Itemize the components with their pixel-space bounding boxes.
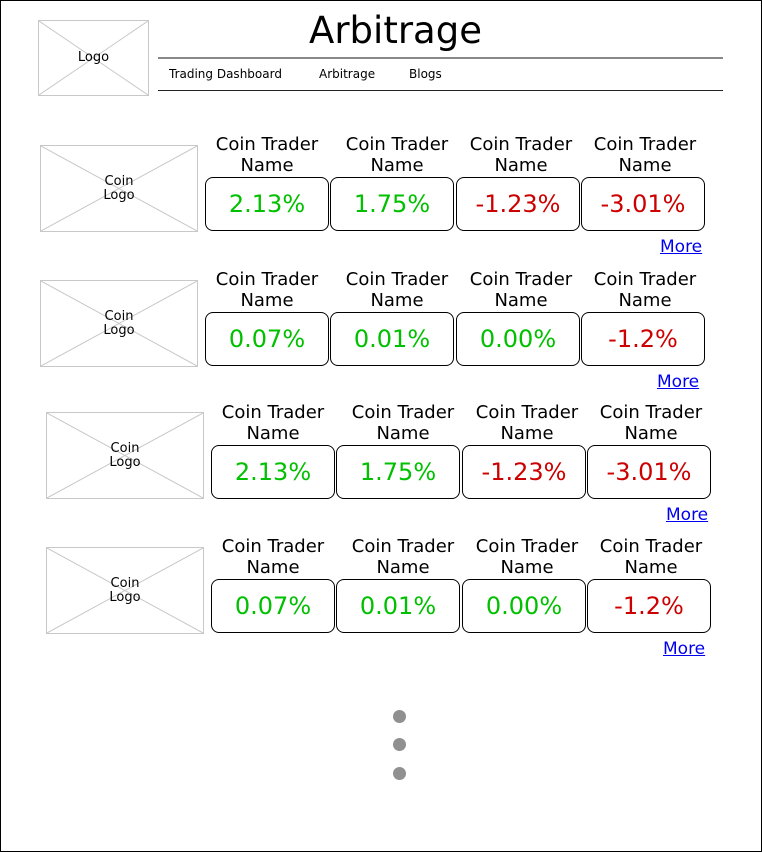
trader-name: Coin Trader Name xyxy=(469,269,573,311)
arbitrage-percentage[interactable]: 0.07% xyxy=(205,312,329,366)
page-title: Arbitrage xyxy=(309,9,482,52)
trader-name: Coin Trader Name xyxy=(221,536,325,578)
header-divider-bottom xyxy=(158,90,723,91)
coin-logo-label: Coin Logo xyxy=(103,308,135,338)
coin-logo-label: Coin Logo xyxy=(109,575,141,605)
arbitrage-percentage[interactable]: 0.00% xyxy=(456,312,580,366)
coin-logo: Coin Logo xyxy=(46,547,204,634)
trader-name: Coin Trader Name xyxy=(351,402,455,444)
arbitrage-percentage[interactable]: 0.00% xyxy=(462,579,586,633)
trader-name: Coin Trader Name xyxy=(593,134,697,176)
trader-name: Coin Trader Name xyxy=(215,134,319,176)
more-link[interactable]: More xyxy=(657,372,700,392)
site-logo-label: Logo xyxy=(77,50,110,65)
arbitrage-percentage[interactable]: -1.2% xyxy=(587,579,711,633)
site-logo[interactable]: Logo xyxy=(38,20,149,96)
more-link[interactable]: More xyxy=(660,237,703,257)
coin-logo: Coin Logo xyxy=(40,145,198,232)
arbitrage-percentage[interactable]: 1.75% xyxy=(336,445,460,499)
coin-logo: Coin Logo xyxy=(46,412,204,499)
arbitrage-percentage[interactable]: 0.01% xyxy=(336,579,460,633)
trader-name: Coin Trader Name xyxy=(345,134,449,176)
trader-name: Coin Trader Name xyxy=(469,134,573,176)
coin-logo-label: Coin Logo xyxy=(103,173,135,203)
more-link[interactable]: More xyxy=(666,505,709,525)
arbitrage-percentage[interactable]: -1.23% xyxy=(462,445,586,499)
ellipsis-dot xyxy=(393,738,406,751)
nav-item-trading-dashboard[interactable]: Trading Dashboard xyxy=(169,67,282,81)
arbitrage-percentage[interactable]: -3.01% xyxy=(587,445,711,499)
arbitrage-percentage[interactable]: 1.75% xyxy=(330,177,454,231)
ellipsis-dot xyxy=(393,767,406,780)
header-divider-top xyxy=(158,57,723,59)
trader-name: Coin Trader Name xyxy=(599,402,703,444)
trader-name: Coin Trader Name xyxy=(351,536,455,578)
trader-name: Coin Trader Name xyxy=(475,536,579,578)
arbitrage-percentage[interactable]: -1.23% xyxy=(456,177,580,231)
arbitrage-percentage[interactable]: 0.07% xyxy=(211,579,335,633)
arbitrage-percentage[interactable]: 0.01% xyxy=(330,312,454,366)
arbitrage-percentage[interactable]: 2.13% xyxy=(205,177,329,231)
trader-name: Coin Trader Name xyxy=(221,402,325,444)
ellipsis-dot xyxy=(393,710,406,723)
nav-item-arbitrage[interactable]: Arbitrage xyxy=(319,67,376,81)
trader-name: Coin Trader Name xyxy=(599,536,703,578)
coin-logo-label: Coin Logo xyxy=(109,440,141,470)
more-link[interactable]: More xyxy=(663,639,706,659)
arbitrage-percentage[interactable]: -1.2% xyxy=(581,312,705,366)
nav-item-blogs[interactable]: Blogs xyxy=(409,67,442,81)
arbitrage-percentage[interactable]: 2.13% xyxy=(211,445,335,499)
arbitrage-percentage[interactable]: -3.01% xyxy=(581,177,705,231)
trader-name: Coin Trader Name xyxy=(475,402,579,444)
trader-name: Coin Trader Name xyxy=(215,269,319,311)
coin-logo: Coin Logo xyxy=(40,280,198,367)
trader-name: Coin Trader Name xyxy=(593,269,697,311)
trader-name: Coin Trader Name xyxy=(345,269,449,311)
